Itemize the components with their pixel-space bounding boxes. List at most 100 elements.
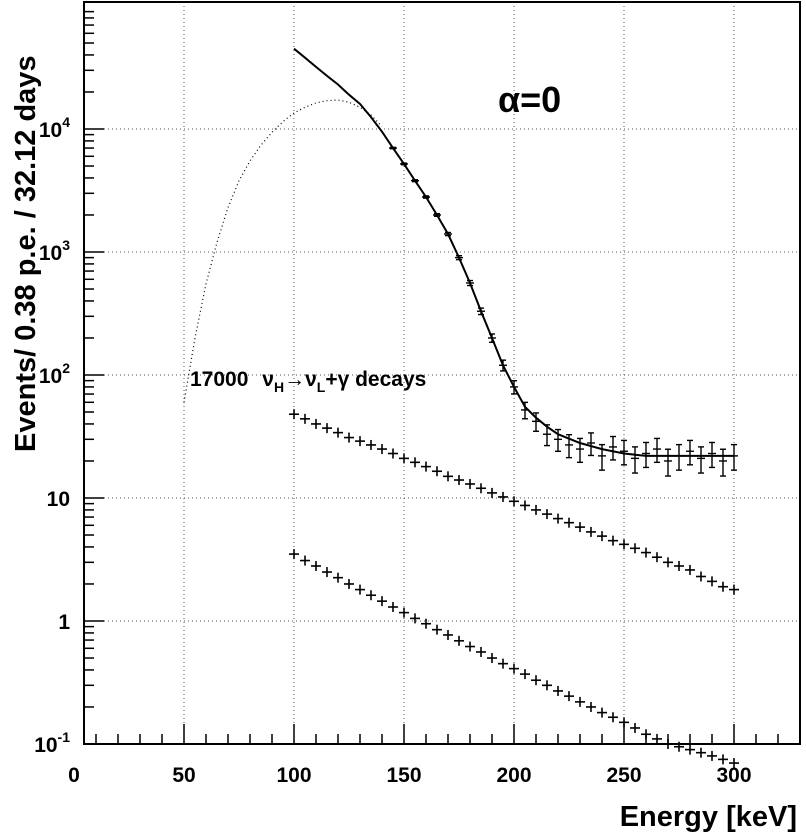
errorbar-point bbox=[642, 441, 650, 469]
data-point bbox=[322, 423, 332, 434]
subscript-l: L bbox=[317, 379, 326, 395]
y-tick-label: 104 bbox=[39, 114, 70, 142]
data-point bbox=[707, 576, 717, 587]
data-point bbox=[630, 543, 640, 554]
data-point bbox=[410, 457, 420, 468]
data-point bbox=[685, 564, 695, 575]
errorbar-point bbox=[587, 432, 595, 457]
data-point bbox=[399, 607, 409, 618]
nu-light: ν bbox=[305, 368, 317, 391]
grid bbox=[84, 2, 800, 744]
data-point bbox=[498, 658, 508, 669]
y-tick-label: 1 bbox=[58, 611, 70, 634]
y-tick-labels: 10-1 1 10 102 103 104 bbox=[34, 114, 70, 757]
errorbar-point bbox=[466, 279, 474, 287]
alpha-annotation: α=0 bbox=[498, 79, 561, 120]
x-tick-label: 0 bbox=[68, 764, 80, 787]
data-point bbox=[586, 526, 596, 537]
data-point bbox=[718, 581, 728, 592]
data-point bbox=[388, 448, 398, 459]
data-point bbox=[443, 471, 453, 482]
data-point bbox=[509, 663, 519, 674]
data-point bbox=[707, 750, 717, 761]
subscript-h: H bbox=[274, 379, 284, 395]
errorbar-point bbox=[576, 437, 584, 464]
data-point bbox=[564, 517, 574, 528]
data-point bbox=[432, 624, 442, 635]
errorbar-point bbox=[620, 439, 628, 466]
data-point bbox=[377, 596, 387, 607]
errorbar-point bbox=[510, 380, 518, 395]
plot-frame bbox=[83, 1, 801, 745]
errorbar-point bbox=[444, 231, 452, 237]
data-point bbox=[575, 696, 585, 707]
data-point bbox=[509, 496, 519, 507]
data-point bbox=[597, 707, 607, 718]
data-point bbox=[322, 567, 332, 578]
data-point bbox=[531, 675, 541, 686]
data-point bbox=[630, 722, 640, 733]
y-tick-label: 103 bbox=[39, 237, 70, 265]
errorbar-point bbox=[488, 333, 496, 343]
data-point bbox=[553, 513, 563, 524]
data-point bbox=[608, 535, 618, 546]
data-point bbox=[608, 712, 618, 723]
data-point bbox=[641, 729, 651, 740]
errorbar-point bbox=[664, 448, 672, 477]
errorbar-point bbox=[708, 441, 716, 469]
errorbar-point bbox=[697, 446, 705, 474]
data-point bbox=[564, 691, 574, 702]
data-point bbox=[641, 547, 651, 558]
data-point bbox=[520, 500, 530, 511]
errorbar-point bbox=[565, 433, 573, 459]
arrow: → bbox=[284, 368, 305, 391]
data-point bbox=[465, 641, 475, 652]
data-point bbox=[696, 571, 706, 582]
errorbar-point bbox=[499, 359, 507, 372]
data-point bbox=[685, 744, 695, 755]
data-point bbox=[432, 466, 442, 477]
x-tick-label: 100 bbox=[276, 764, 311, 787]
data-point bbox=[553, 685, 563, 696]
data-point bbox=[344, 578, 354, 589]
data-point bbox=[718, 754, 728, 765]
data-point bbox=[696, 747, 706, 758]
y-tick-label: 102 bbox=[39, 360, 70, 388]
data-point bbox=[443, 629, 453, 640]
data-point bbox=[520, 669, 530, 680]
errorbar-point bbox=[455, 255, 463, 261]
data-point bbox=[652, 733, 662, 744]
data-point bbox=[619, 539, 629, 550]
data-point bbox=[454, 475, 464, 486]
errorbar-point bbox=[411, 179, 419, 183]
data-point bbox=[465, 478, 475, 489]
x-tick-label: 300 bbox=[716, 764, 751, 787]
data-point bbox=[487, 653, 497, 664]
errorbar-point bbox=[598, 443, 606, 471]
data-point bbox=[663, 739, 673, 749]
data-point bbox=[355, 584, 365, 595]
axis-ticks bbox=[84, 10, 779, 745]
nu-heavy: ν bbox=[262, 368, 274, 391]
data-point bbox=[421, 618, 431, 629]
data-point bbox=[300, 555, 310, 566]
data-point bbox=[344, 432, 354, 443]
x-tick-labels: 0 50 100 150 200 250 300 bbox=[68, 764, 751, 787]
errorbar-point bbox=[532, 412, 540, 432]
errorbar-point bbox=[521, 401, 529, 420]
data-point bbox=[476, 646, 486, 657]
x-axis-title: Energy [keV] bbox=[620, 801, 797, 833]
errorbar-point bbox=[477, 307, 485, 316]
errorbar-point bbox=[433, 212, 441, 218]
data-series bbox=[183, 47, 739, 769]
decay-count: 17000 bbox=[190, 368, 248, 391]
data-point bbox=[311, 418, 321, 429]
data-point bbox=[300, 413, 310, 424]
errorbar-point bbox=[400, 162, 408, 166]
errorbar-point bbox=[730, 443, 738, 471]
data-point bbox=[619, 717, 629, 728]
decay-annotation: 17000 νH→νL+γ decays bbox=[190, 368, 426, 395]
data-point bbox=[575, 522, 585, 533]
data-point bbox=[388, 601, 398, 612]
